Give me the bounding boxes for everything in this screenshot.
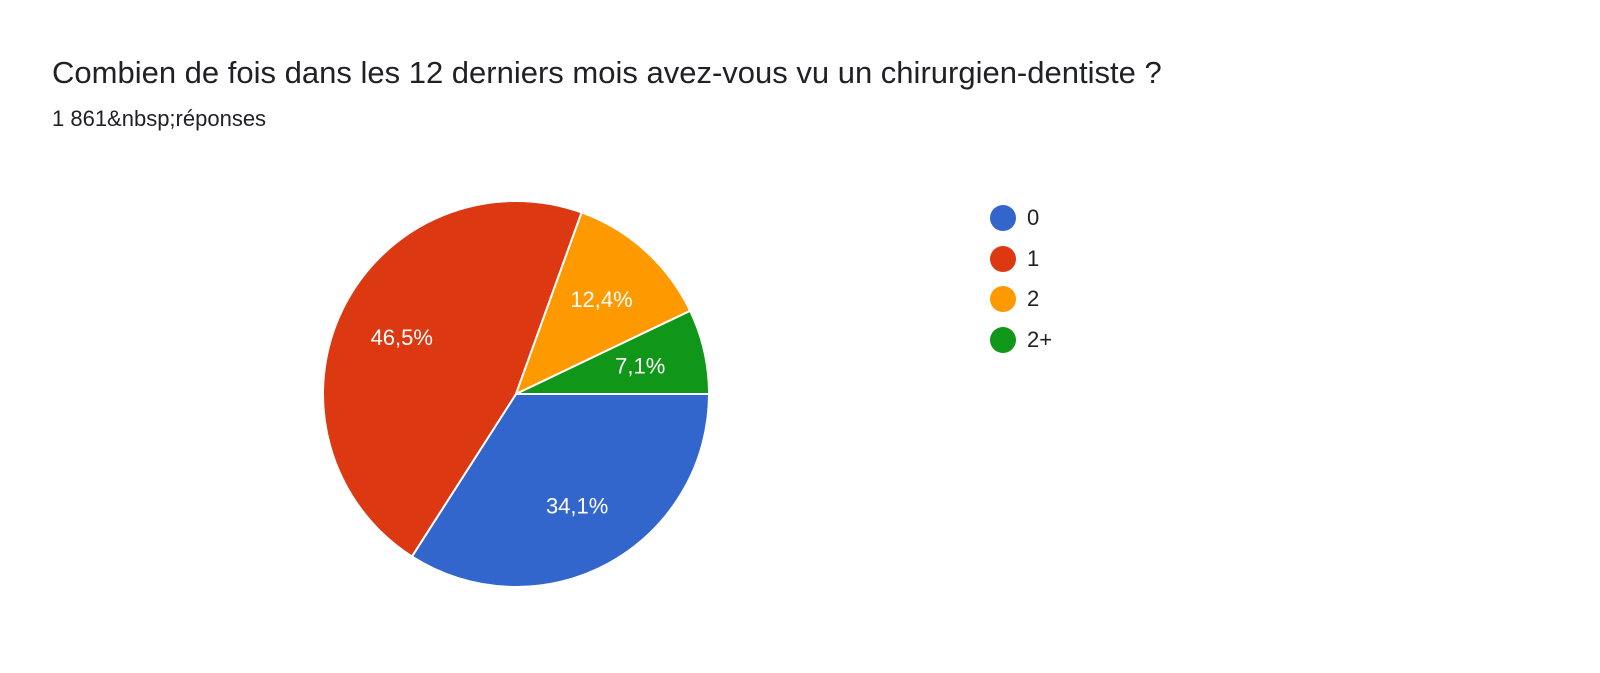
legend-item-0[interactable]: 0 <box>990 198 1052 239</box>
legend-label: 2+ <box>1027 327 1053 353</box>
legend-swatch <box>990 205 1016 232</box>
pie-slices <box>322 200 711 588</box>
chart-title: Combien de fois dans les 12 derniers moi… <box>52 55 1162 90</box>
legend-swatch <box>990 245 1016 272</box>
slice-label-2: 12,4% <box>570 287 632 312</box>
legend-item-2[interactable]: 2 <box>990 279 1052 320</box>
legend-label: 2 <box>1027 286 1040 312</box>
slice-label-1: 46,5% <box>371 325 433 350</box>
legend-label: 0 <box>1027 205 1040 231</box>
legend-swatch <box>990 286 1016 313</box>
slice-label-2+: 7,1% <box>615 353 665 378</box>
response-count: 1 861&nbsp;réponses <box>52 106 267 131</box>
legend-swatch <box>990 327 1016 354</box>
pie-slice-1[interactable] <box>322 200 583 558</box>
pie-slice-2[interactable] <box>514 211 692 396</box>
pie-slice-labels: 34,1% 46,5% 12,4% 7,1% <box>371 287 666 518</box>
legend-label: 1 <box>1027 245 1040 271</box>
pie-slice-2+[interactable] <box>515 309 711 395</box>
slice-label-0: 34,1% <box>546 493 608 518</box>
legend-item-1[interactable]: 1 <box>990 239 1052 280</box>
legend-item-2+[interactable]: 2+ <box>990 320 1052 361</box>
chart-legend: 0 1 2 2+ <box>990 198 1052 360</box>
